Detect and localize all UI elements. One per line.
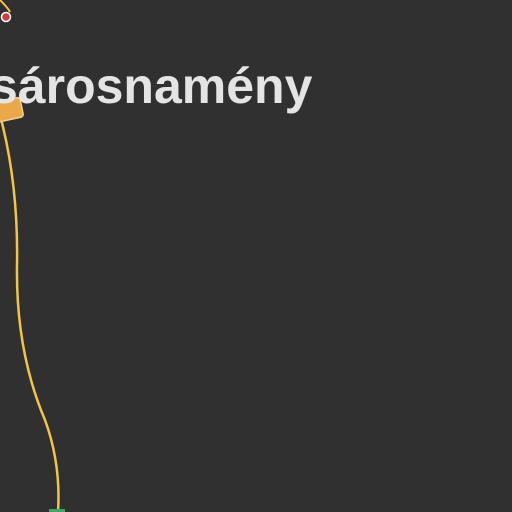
road-shield-icon[interactable]: [0, 96, 24, 124]
poi-marker-icon[interactable]: [0, 11, 12, 23]
road-line: [0, 114, 60, 512]
poi-square-icon[interactable]: [49, 509, 65, 512]
road-line-top: [0, 0, 11, 13]
place-label: sárosnamény: [0, 58, 313, 114]
